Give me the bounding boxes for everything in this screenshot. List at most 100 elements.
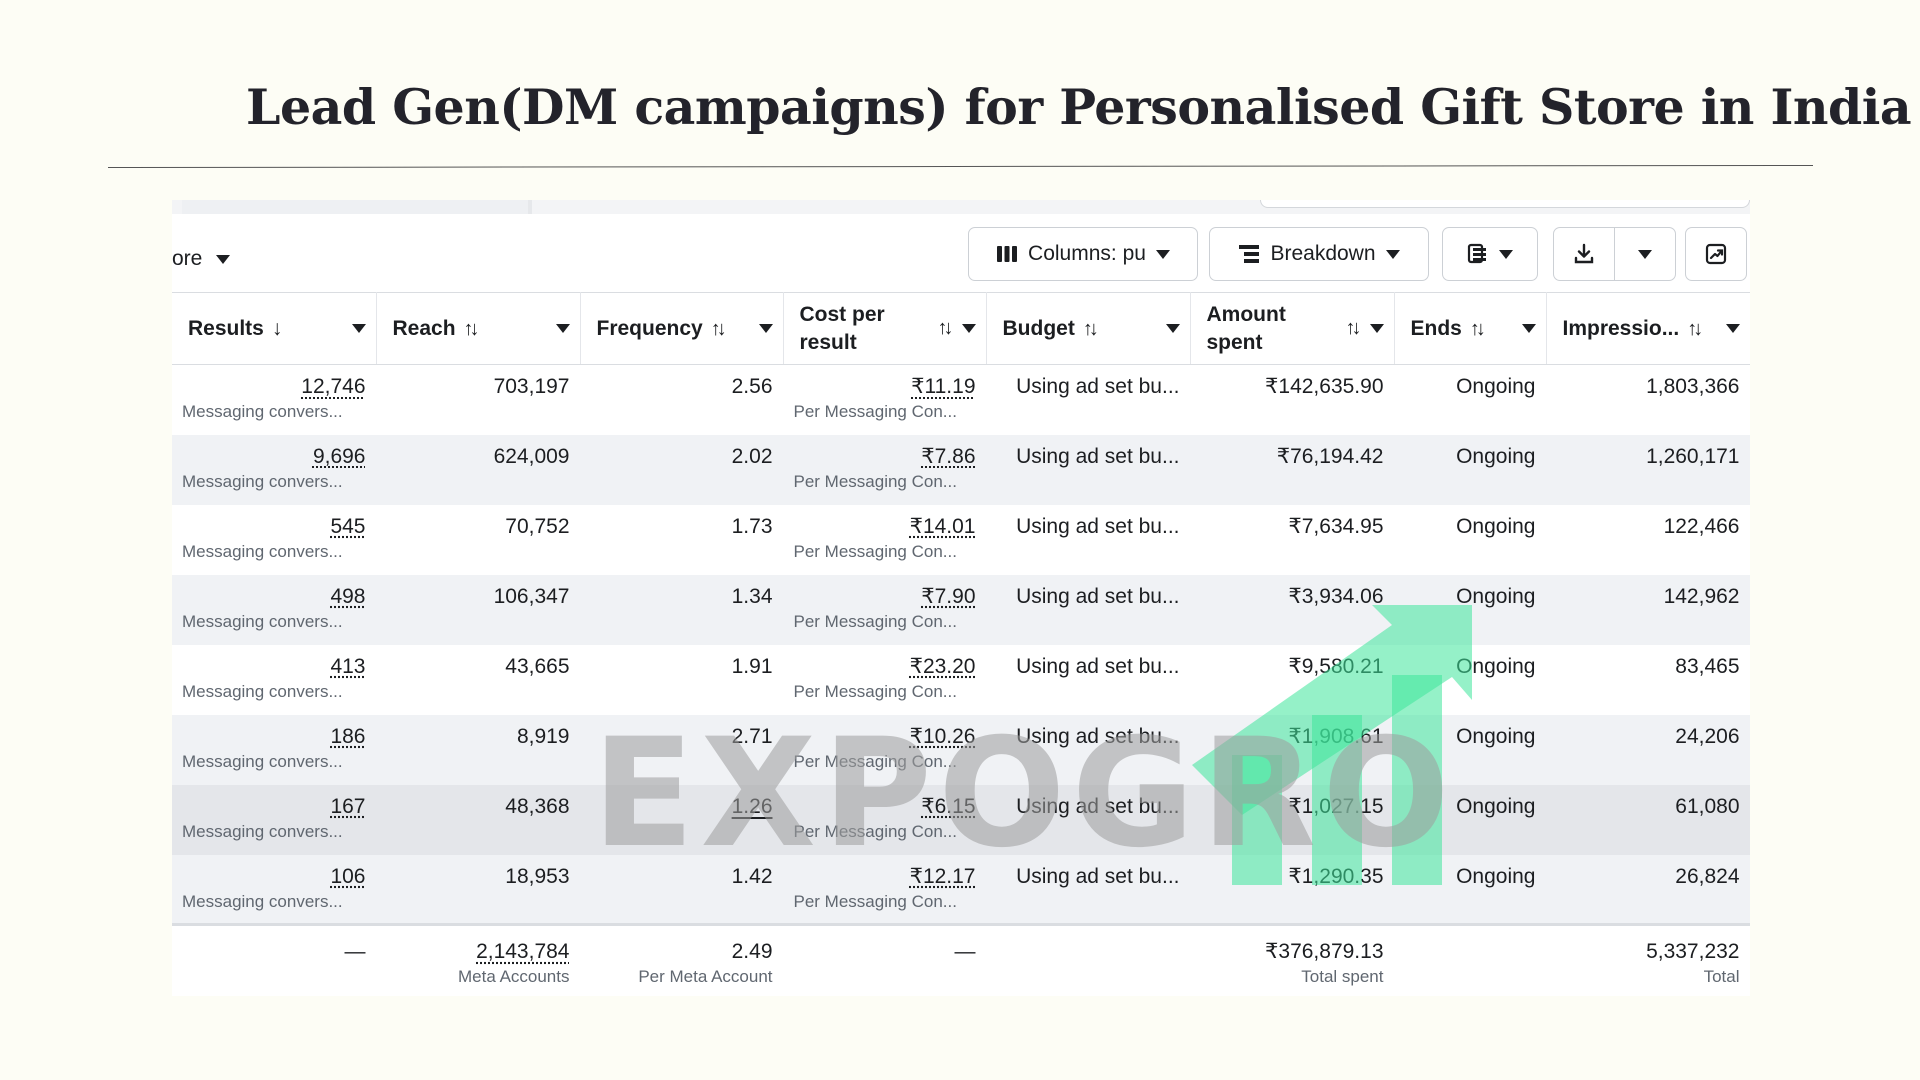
columns-button[interactable]: Columns: pu [968, 227, 1198, 281]
column-menu-icon[interactable] [1369, 324, 1384, 333]
column-header-results[interactable]: Results ↓ [172, 292, 377, 365]
budget-value: Using ad set bu... [1016, 654, 1180, 678]
cost-value[interactable]: ₹14.01 [909, 514, 976, 538]
frequency-value: 2.56 [731, 375, 773, 398]
frequency-value: 1.42 [731, 864, 773, 888]
results-value[interactable]: 545 [330, 514, 366, 538]
table-row[interactable]: 106 Messaging convers... 18,953 1.42 ₹12.17 P… [172, 854, 1750, 925]
cell-ends: Ongoing [1394, 574, 1546, 645]
cost-type: Per Messaging Con... [793, 541, 957, 561]
cost-value[interactable]: ₹11.19 [911, 375, 976, 398]
column-header-impressions[interactable]: Impressio... ↑↓ [1546, 292, 1750, 365]
cell-impressions: 1,260,171 [1546, 434, 1750, 505]
cost-value[interactable]: ₹12.17 [909, 864, 976, 888]
total-results: — [172, 923, 376, 996]
cell-amount-spent: ₹76,194.42 [1190, 434, 1394, 505]
export-options-button[interactable] [1615, 228, 1675, 280]
cell-impressions: 1,803,366 [1546, 365, 1750, 435]
column-header-amount-spent[interactable]: Amount spent ↑↓ [1190, 292, 1395, 365]
budget-value: Using ad set bu... [1016, 584, 1180, 608]
column-menu-icon[interactable] [961, 324, 976, 333]
results-value[interactable]: 186 [330, 724, 366, 748]
results-type: Messaging convers... [182, 821, 343, 841]
cell-cost-per-result: ₹11.19 Per Messaging Con... [783, 365, 986, 435]
column-menu-icon[interactable] [1726, 324, 1740, 333]
column-menu-icon[interactable] [1521, 324, 1536, 333]
frequency-value: 1.26 [731, 794, 773, 818]
column-menu-icon[interactable] [1165, 324, 1180, 333]
column-header-reach[interactable]: Reach ↑↓ [376, 292, 581, 365]
table-row[interactable]: 12,746 Messaging convers... 703,197 2.56 ₹11… [172, 365, 1750, 435]
cell-amount-spent: ₹1,027.15 [1190, 784, 1394, 855]
ends-value: Ongoing [1456, 514, 1536, 538]
results-value[interactable]: 413 [330, 654, 366, 678]
results-value[interactable]: 12,746 [301, 375, 366, 398]
sort-icon: ↑↓ [1687, 317, 1703, 340]
cell-results: 413 Messaging convers... [172, 645, 376, 715]
total-impressions-sub: Total [1703, 967, 1740, 986]
breakdown-button[interactable]: Breakdown [1209, 227, 1429, 281]
cost-value[interactable]: ₹7.90 [921, 584, 976, 608]
total-reach-value[interactable]: 2,143,784 [476, 940, 570, 963]
column-header-ends[interactable]: Ends ↑↓ [1394, 292, 1547, 365]
table-row[interactable]: 167 Messaging convers... 48,368 1.26 ₹6.15 Pe… [172, 784, 1750, 855]
total-budget [986, 923, 1190, 996]
column-header-label-line1: Amount [1206, 302, 1286, 326]
table-row[interactable]: 413 Messaging convers... 43,665 1.91 ₹23.20 P… [172, 645, 1750, 715]
columns-icon [996, 244, 1018, 264]
column-menu-icon[interactable] [555, 324, 570, 333]
cell-amount-spent: ₹142,635.90 [1190, 365, 1394, 435]
cost-value[interactable]: ₹7.86 [921, 444, 976, 468]
table-row[interactable]: 186 Messaging convers... 8,919 2.71 ₹10.26 Pe… [172, 714, 1750, 785]
reach-value: 8,919 [516, 724, 570, 748]
export-split-button[interactable] [1553, 227, 1676, 281]
results-type: Messaging convers... [182, 611, 343, 631]
table-row[interactable]: 545 Messaging convers... 70,752 1.73 ₹14.01 P… [172, 505, 1750, 575]
view-selector-label: ore [172, 247, 203, 270]
cost-type: Per Messaging Con... [793, 891, 957, 911]
column-menu-icon[interactable] [758, 324, 773, 333]
column-menu-icon[interactable] [351, 324, 366, 333]
column-header-label: Ends [1410, 316, 1462, 340]
view-charts-button[interactable] [1685, 227, 1747, 281]
cost-value[interactable]: ₹23.20 [909, 654, 976, 678]
cell-frequency: 1.26 [580, 784, 783, 855]
amount-value: ₹1,290.35 [1288, 864, 1384, 888]
cell-reach: 70,752 [376, 505, 580, 575]
column-header-label-line2: spent [1206, 330, 1263, 354]
budget-value: Using ad set bu... [1016, 444, 1180, 468]
column-header-budget[interactable]: Budget ↑↓ [986, 292, 1191, 365]
results-type: Messaging convers... [182, 891, 343, 911]
results-value[interactable]: 167 [330, 794, 366, 818]
cell-frequency: 1.73 [580, 505, 783, 575]
search-box-fragment [1260, 200, 1750, 208]
cell-budget: Using ad set bu... [986, 365, 1190, 435]
impressions-value: 122,466 [1663, 514, 1740, 538]
total-impressions-value: 5,337,232 [1646, 940, 1740, 963]
reports-button[interactable] [1442, 227, 1538, 281]
table-row[interactable]: 498 Messaging convers... 106,347 1.34 ₹7.90 P… [172, 574, 1750, 645]
title-divider [108, 164, 1814, 169]
cell-results: 106 Messaging convers... [172, 854, 376, 925]
cell-results: 12,746 Messaging convers... [172, 365, 376, 435]
results-value[interactable]: 498 [330, 584, 366, 608]
ends-value: Ongoing [1456, 444, 1536, 468]
cell-ends: Ongoing [1394, 645, 1546, 715]
column-header-frequency[interactable]: Frequency ↑↓ [580, 292, 784, 365]
view-selector[interactable]: ore [172, 242, 231, 276]
results-value[interactable]: 106 [330, 864, 366, 888]
results-value[interactable]: 9,696 [312, 444, 366, 468]
export-button[interactable] [1554, 228, 1615, 280]
table-row[interactable]: 9,696 Messaging convers... 624,009 2.02 ₹7.8… [172, 434, 1750, 505]
column-header-cost-per-result[interactable]: Cost per result ↑↓ [783, 292, 987, 365]
total-reach-sub: Meta Accounts [457, 967, 570, 986]
cost-value[interactable]: ₹10.26 [909, 724, 976, 748]
cost-type: Per Messaging Con... [793, 471, 957, 491]
cell-budget: Using ad set bu... [986, 574, 1190, 645]
cost-value[interactable]: ₹6.15 [921, 794, 976, 818]
cell-impressions: 83,465 [1546, 645, 1750, 715]
amount-value: ₹1,027.15 [1288, 794, 1384, 818]
cell-impressions: 61,080 [1546, 784, 1750, 855]
sort-icon: ↑↓ [1082, 317, 1099, 340]
chevron-down-icon [1385, 249, 1400, 259]
